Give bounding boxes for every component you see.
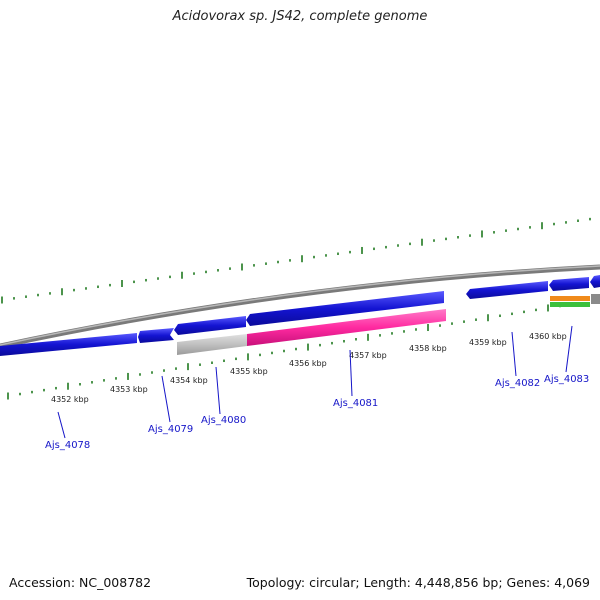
gene-features: [0, 275, 600, 356]
ruler-label: 4352 kbp: [51, 395, 89, 404]
genome-summary-text: Topology: circular; Length: 4,448,856 bp…: [246, 575, 590, 590]
gene-label-ajs-4081[interactable]: Ajs_4081: [333, 398, 378, 409]
ruler-label: 4356 kbp: [289, 359, 327, 368]
genome-backbone: [0, 264, 600, 349]
gene-partial-right[interactable]: [590, 275, 600, 288]
gene-label-ajs-4079[interactable]: Ajs_4079: [148, 424, 193, 435]
region-gray[interactable]: [177, 334, 247, 355]
inner-tick-track: [7, 304, 561, 400]
gene-label-ajs-4078[interactable]: Ajs_4078: [45, 440, 90, 451]
rna-ajs-4081[interactable]: [247, 309, 446, 346]
gene-ajs-4081[interactable]: [246, 291, 444, 326]
ruler-label: 4357 kbp: [349, 351, 387, 360]
orange-feature[interactable]: [550, 296, 590, 301]
gene-ajs-4080[interactable]: [174, 316, 246, 335]
gray-feature-right[interactable]: [591, 294, 600, 304]
gene-labels: Ajs_4078 Ajs_4079 Ajs_4080 Ajs_4081 Ajs_…: [45, 374, 589, 451]
gene-ajs-4079[interactable]: [138, 328, 174, 343]
rna-features: [177, 294, 600, 355]
gene-ajs-4078[interactable]: [0, 333, 137, 356]
ruler-label: 4353 kbp: [110, 385, 148, 394]
gene-label-ajs-4082[interactable]: Ajs_4082: [495, 378, 540, 389]
gene-ajs-4083[interactable]: [549, 277, 589, 291]
outer-tick-track: [1, 217, 591, 304]
ruler-label: 4355 kbp: [230, 367, 268, 376]
accession-text: Accession: NC_008782: [9, 575, 152, 590]
gene-ajs-4082[interactable]: [466, 281, 548, 299]
ruler-label: 4354 kbp: [170, 376, 208, 385]
gene-label-ajs-4080[interactable]: Ajs_4080: [201, 415, 246, 426]
ruler-label: 4359 kbp: [469, 338, 507, 347]
ruler-label: 4360 kbp: [529, 332, 567, 341]
green-feature[interactable]: [550, 302, 590, 307]
map-title: Acidovorax sp. JS42, complete genome: [172, 9, 428, 24]
gene-label-ajs-4083[interactable]: Ajs_4083: [544, 374, 589, 385]
kbp-ruler-labels: 4352 kbp 4353 kbp 4354 kbp 4355 kbp 4356…: [51, 332, 567, 404]
gene-label-leaders: [57, 325, 573, 439]
ruler-label: 4358 kbp: [409, 344, 447, 353]
